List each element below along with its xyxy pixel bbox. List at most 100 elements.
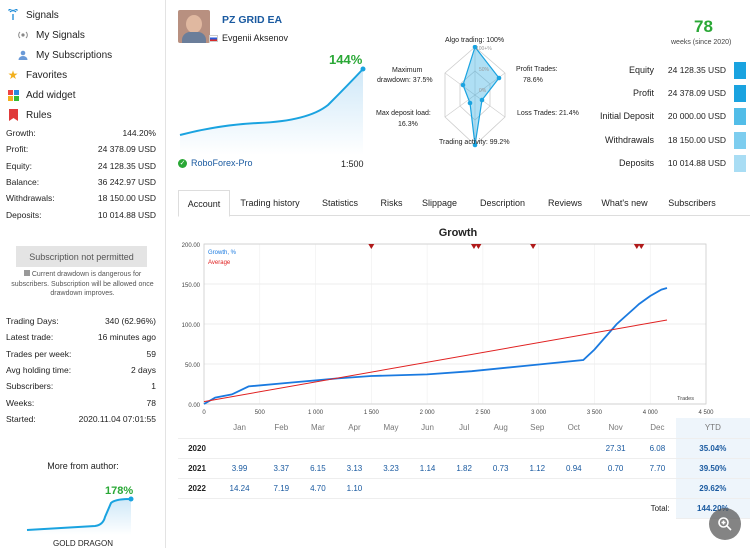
- radar-activity: Trading activity: 99.2%: [439, 139, 510, 146]
- table-row: 2022 14.24 7.19 4.70 1.10 29.62%: [178, 478, 750, 499]
- month-cell: 1.14: [409, 458, 446, 479]
- more-from-author-title: More from author:: [47, 461, 119, 471]
- month-cell: [555, 478, 593, 499]
- nav-label: My Subscriptions: [36, 49, 113, 61]
- summary-list: Growth: 144.20% Profit: 24 378.09 USD Equi…: [6, 125, 156, 223]
- summary-balance: Balance: 36 242.97 USD: [6, 177, 156, 188]
- month-cell: [445, 478, 483, 499]
- event-marker: [368, 244, 375, 249]
- tab-reviews[interactable]: Reviews: [547, 198, 582, 208]
- tab-trading-history[interactable]: Trading history: [240, 198, 300, 208]
- stat-bar: [734, 84, 746, 102]
- verified-icon: ✓: [178, 158, 187, 168]
- month-cell: [555, 438, 593, 459]
- growth-sparkline[interactable]: [178, 65, 368, 155]
- nav-label: Signals: [26, 9, 59, 21]
- tab-risks[interactable]: Risks: [380, 198, 403, 208]
- month-cell: [639, 478, 676, 499]
- more-sparkline[interactable]: [25, 495, 140, 535]
- month-cell: 3.13: [336, 458, 373, 479]
- signal-title[interactable]: PZ GRID EA: [222, 14, 283, 26]
- stat-profit: Profit 24 378.09 USD: [586, 83, 750, 103]
- radar-ring-0: 0%: [479, 88, 487, 94]
- radar-chart: [444, 45, 506, 148]
- table-header-row: Jan Feb Mar Apr May Jun Jul Aug Sep Oct Nov Dec YTD: [178, 418, 750, 439]
- summary-profit: Profit: 24 378.09 USD: [6, 144, 156, 155]
- month-cell: [372, 438, 410, 459]
- month-cell: 0.73: [482, 458, 519, 479]
- avatar[interactable]: [178, 10, 210, 43]
- tab-subscribers[interactable]: Subscribers: [668, 198, 716, 208]
- month-cell: 27.31: [592, 438, 640, 459]
- tab-statistics[interactable]: Statistics: [321, 198, 358, 208]
- stat-bar: [734, 131, 746, 149]
- y-tick-label: 150.00: [182, 283, 201, 289]
- radar-max-deposit-value: 16.3%: [398, 121, 418, 128]
- summary-deposits: Deposits: 10 014.88 USD: [6, 209, 156, 220]
- month-cell: 3.37: [263, 458, 300, 479]
- nav-label: Add widget: [26, 89, 76, 101]
- month-cell: [336, 438, 373, 459]
- tab-whats-new[interactable]: What's new: [601, 198, 648, 208]
- table-header-cell: Jul: [445, 418, 483, 439]
- radar-max-dd-value: drawdown: 37.5%: [377, 77, 433, 84]
- tab-slippage[interactable]: Slippage: [421, 198, 458, 208]
- year-cell: 2022: [178, 478, 216, 499]
- month-cell: [482, 438, 519, 459]
- x-tick-label: 500: [255, 410, 266, 416]
- nav-label: Rules: [26, 109, 52, 121]
- nav-rules[interactable]: Rules: [6, 105, 161, 125]
- table-header-cell: Aug: [482, 418, 519, 439]
- y-tick-label: 100.00: [182, 323, 201, 329]
- month-cell: 1.10: [336, 478, 373, 499]
- nav-my-signals[interactable]: My Signals: [6, 25, 161, 45]
- month-cell: [445, 438, 483, 459]
- month-cell: [216, 438, 264, 459]
- more-signal-name[interactable]: GOLD DRAGON: [52, 539, 113, 548]
- x-tick-label: 2 500: [475, 410, 491, 416]
- summary-growth: Growth: 144.20%: [6, 128, 156, 139]
- author-name[interactable]: Evgenii Aksenov: [222, 33, 289, 43]
- table-header-cell: [178, 418, 216, 439]
- x-tick-label: 1 000: [308, 410, 324, 416]
- event-marker: [633, 244, 640, 249]
- growth-chart[interactable]: 0.00 50.00 100.00 150.00 200.00 0 500 1 000 1 50…: [166, 238, 750, 418]
- signal-icon: [6, 8, 20, 22]
- detail-started: Started: 2020.11.04 07:01:55: [6, 413, 156, 424]
- broker-name[interactable]: RoboForex-Pro: [191, 158, 253, 168]
- summary-withdrawals: Withdrawals: 18 150.00 USD: [6, 193, 156, 204]
- month-cell: [409, 438, 446, 459]
- month-cell: [372, 478, 410, 499]
- month-cell: 1.12: [518, 458, 556, 479]
- month-cell: 6.08: [639, 438, 676, 459]
- month-cell: 7.19: [263, 478, 300, 499]
- stat-deposits: Deposits 10 014.88 USD: [586, 153, 750, 173]
- subscribe-button[interactable]: Subscription not permitted: [16, 246, 147, 267]
- nav-my-subscriptions[interactable]: My Subscriptions: [6, 45, 161, 65]
- widget-icon: [6, 88, 20, 102]
- nav-signals[interactable]: Signals: [6, 5, 161, 25]
- tab-account[interactable]: Account: [178, 190, 230, 217]
- table-header-cell: Dec: [639, 418, 676, 439]
- x-axis-label: Trades: [677, 396, 694, 402]
- stat-bar: [734, 154, 746, 172]
- radar-max-deposit: Max deposit load:: [376, 110, 431, 117]
- radar-max-dd: Maximum: [392, 67, 423, 74]
- tab-description[interactable]: Description: [479, 198, 526, 208]
- stat-initial-deposit: Initial Deposit 20 000.00 USD: [586, 106, 750, 126]
- series-line: [203, 319, 668, 403]
- month-cell: 0.70: [592, 458, 640, 479]
- more-growth: 178%: [105, 485, 134, 497]
- x-tick-label: 0: [202, 410, 206, 416]
- y-tick-label: 0.00: [188, 403, 200, 409]
- event-marker: [530, 244, 537, 249]
- nav-add-widget[interactable]: Add widget: [6, 85, 161, 105]
- nav-favorites[interactable]: ★ Favorites: [6, 65, 161, 85]
- zoom-button[interactable]: [709, 508, 741, 540]
- summary-equity: Equity: 24 128.35 USD: [6, 160, 156, 171]
- subscriptions-icon: [16, 48, 30, 62]
- monthly-table: Jan Feb Mar Apr May Jun Jul Aug Sep Oct Nov Dec YTD 2…: [178, 418, 750, 519]
- radar-ring-50: 50%: [479, 67, 490, 73]
- series-line: [203, 287, 668, 405]
- table-header-cell: Nov: [592, 418, 640, 439]
